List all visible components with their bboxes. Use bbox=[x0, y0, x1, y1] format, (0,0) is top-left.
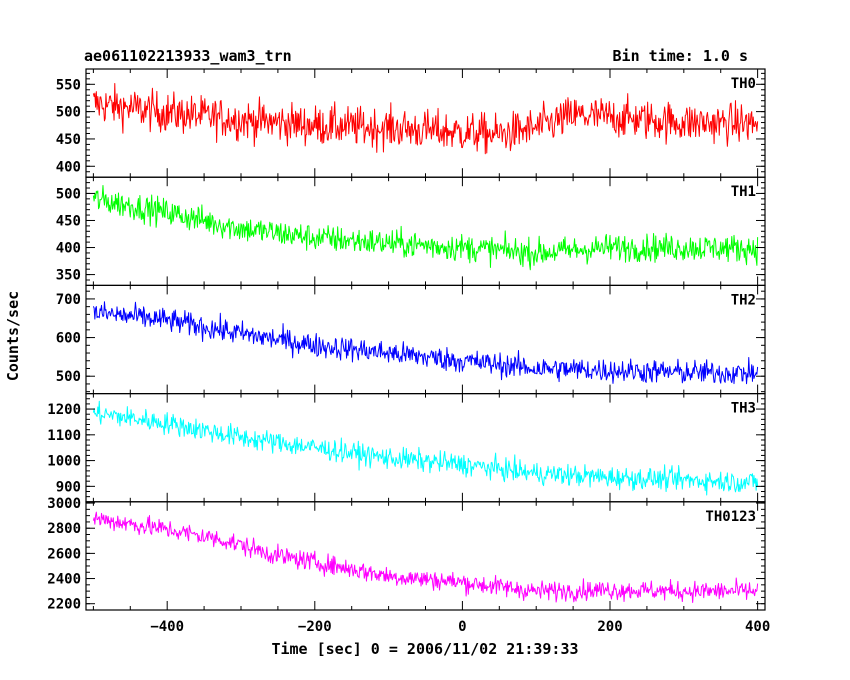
y-tick-label: 2600 bbox=[47, 546, 81, 562]
y-tick-label: 450 bbox=[56, 213, 81, 229]
y-tick-label: 700 bbox=[56, 292, 81, 308]
x-tick-label: 0 bbox=[458, 619, 466, 635]
y-tick-label: 400 bbox=[56, 241, 81, 257]
x-tick-label: 400 bbox=[745, 619, 770, 635]
panel-label: TH0123 bbox=[705, 509, 756, 525]
y-axis-label: Counts/sec bbox=[4, 291, 22, 381]
chart-title: ae061102213933_wam3_trn bbox=[84, 47, 292, 65]
panel-th3: 900 1000 1100 1200 TH3 bbox=[47, 393, 766, 503]
panel-frame bbox=[85, 284, 766, 395]
y-tick-label: 1000 bbox=[47, 454, 81, 470]
x-axis-label: Time [sec] 0 = 2006/11/02 21:39:33 bbox=[271, 640, 578, 658]
y-tick-label: 3000 bbox=[47, 496, 81, 512]
panel-label: TH2 bbox=[731, 292, 756, 308]
series-line-th1 bbox=[92, 185, 759, 271]
series-line-th2 bbox=[92, 301, 759, 385]
y-tick-label: 500 bbox=[56, 105, 81, 121]
y-tick-label: 1100 bbox=[47, 428, 81, 444]
series-line-th0 bbox=[92, 83, 759, 155]
y-tick-label: 1200 bbox=[47, 402, 81, 418]
y-tick-label: 500 bbox=[56, 369, 81, 385]
y-tick-label: 550 bbox=[56, 77, 81, 93]
panel-frame bbox=[85, 176, 766, 286]
y-tick-label: 2800 bbox=[47, 521, 81, 537]
panel-frame bbox=[85, 501, 766, 611]
panel-th2: 500 600 700 TH2 bbox=[56, 284, 766, 395]
x-tick-label: 200 bbox=[597, 619, 622, 635]
panel-label: TH3 bbox=[731, 401, 756, 417]
x-axis: −400 −200 0 200 400 bbox=[150, 619, 770, 635]
x-tick-label: −200 bbox=[298, 619, 332, 635]
y-tick-label: 900 bbox=[56, 479, 81, 495]
y-tick-label: 400 bbox=[56, 159, 81, 175]
panel-label: TH0 bbox=[731, 76, 756, 92]
y-tick-label: 450 bbox=[56, 132, 81, 148]
panel-frame bbox=[85, 393, 766, 503]
panel-th0123: 2200 2400 2600 2800 3000 TH0123 bbox=[47, 496, 766, 613]
bin-time-label: Bin time: 1.0 s bbox=[613, 47, 748, 65]
y-tick-label: 350 bbox=[56, 268, 81, 284]
panel-th1: 350 400 450 500 TH1 bbox=[56, 176, 766, 286]
series-line-th3 bbox=[92, 400, 759, 496]
series-line-th0123 bbox=[92, 511, 759, 603]
panel-th0: 400 450 500 550 TH0 bbox=[56, 68, 766, 178]
y-tick-label: 500 bbox=[56, 186, 81, 202]
x-tick-label: −400 bbox=[150, 619, 184, 635]
y-tick-label: 2400 bbox=[47, 572, 81, 588]
panel-stack: 400 450 500 550 TH0 350 400 450 500 TH1 500 600 700 T… bbox=[47, 68, 766, 613]
panel-label: TH1 bbox=[731, 184, 756, 200]
y-tick-label: 2200 bbox=[47, 597, 81, 613]
y-tick-label: 600 bbox=[56, 331, 81, 347]
